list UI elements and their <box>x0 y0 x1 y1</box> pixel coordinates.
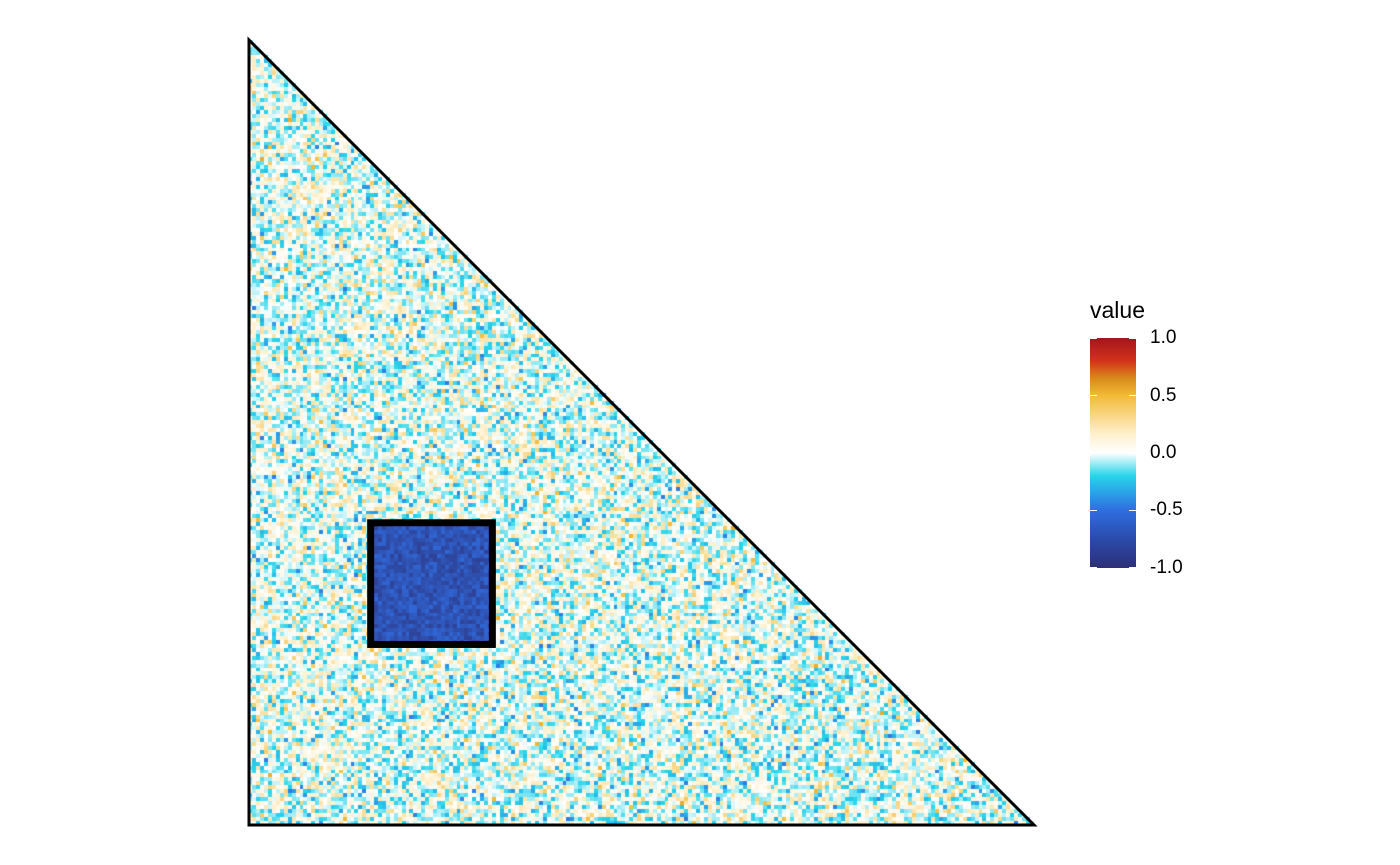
legend-tick-mark <box>1129 338 1136 339</box>
legend-tick-mark <box>1090 453 1097 454</box>
legend-label-0-5: 0.5 <box>1150 385 1177 406</box>
colorbar-gradient <box>1090 338 1136 568</box>
heatmap-cells <box>249 40 1034 825</box>
legend-tick-mark <box>1090 395 1097 396</box>
legend-title: value <box>1090 297 1145 323</box>
legend-label-minus-0-5: -0.5 <box>1150 499 1183 520</box>
legend-tick-mark <box>1090 567 1097 568</box>
legend-tick-mark <box>1090 338 1097 339</box>
legend-tick-mark <box>1129 567 1136 568</box>
legend-label-minus-1-0: -1.0 <box>1150 557 1183 578</box>
colorbar-legend: value 1.0 0.5 0.0 -0.5 -1.0 <box>1088 296 1238 596</box>
legend-label-0-0: 0.0 <box>1150 442 1177 463</box>
legend-tick-mark <box>1129 510 1136 511</box>
legend-tick-mark <box>1090 510 1097 511</box>
legend-label-1-0: 1.0 <box>1150 327 1177 348</box>
legend-tick-mark <box>1129 453 1136 454</box>
legend-tick-mark <box>1129 395 1136 396</box>
